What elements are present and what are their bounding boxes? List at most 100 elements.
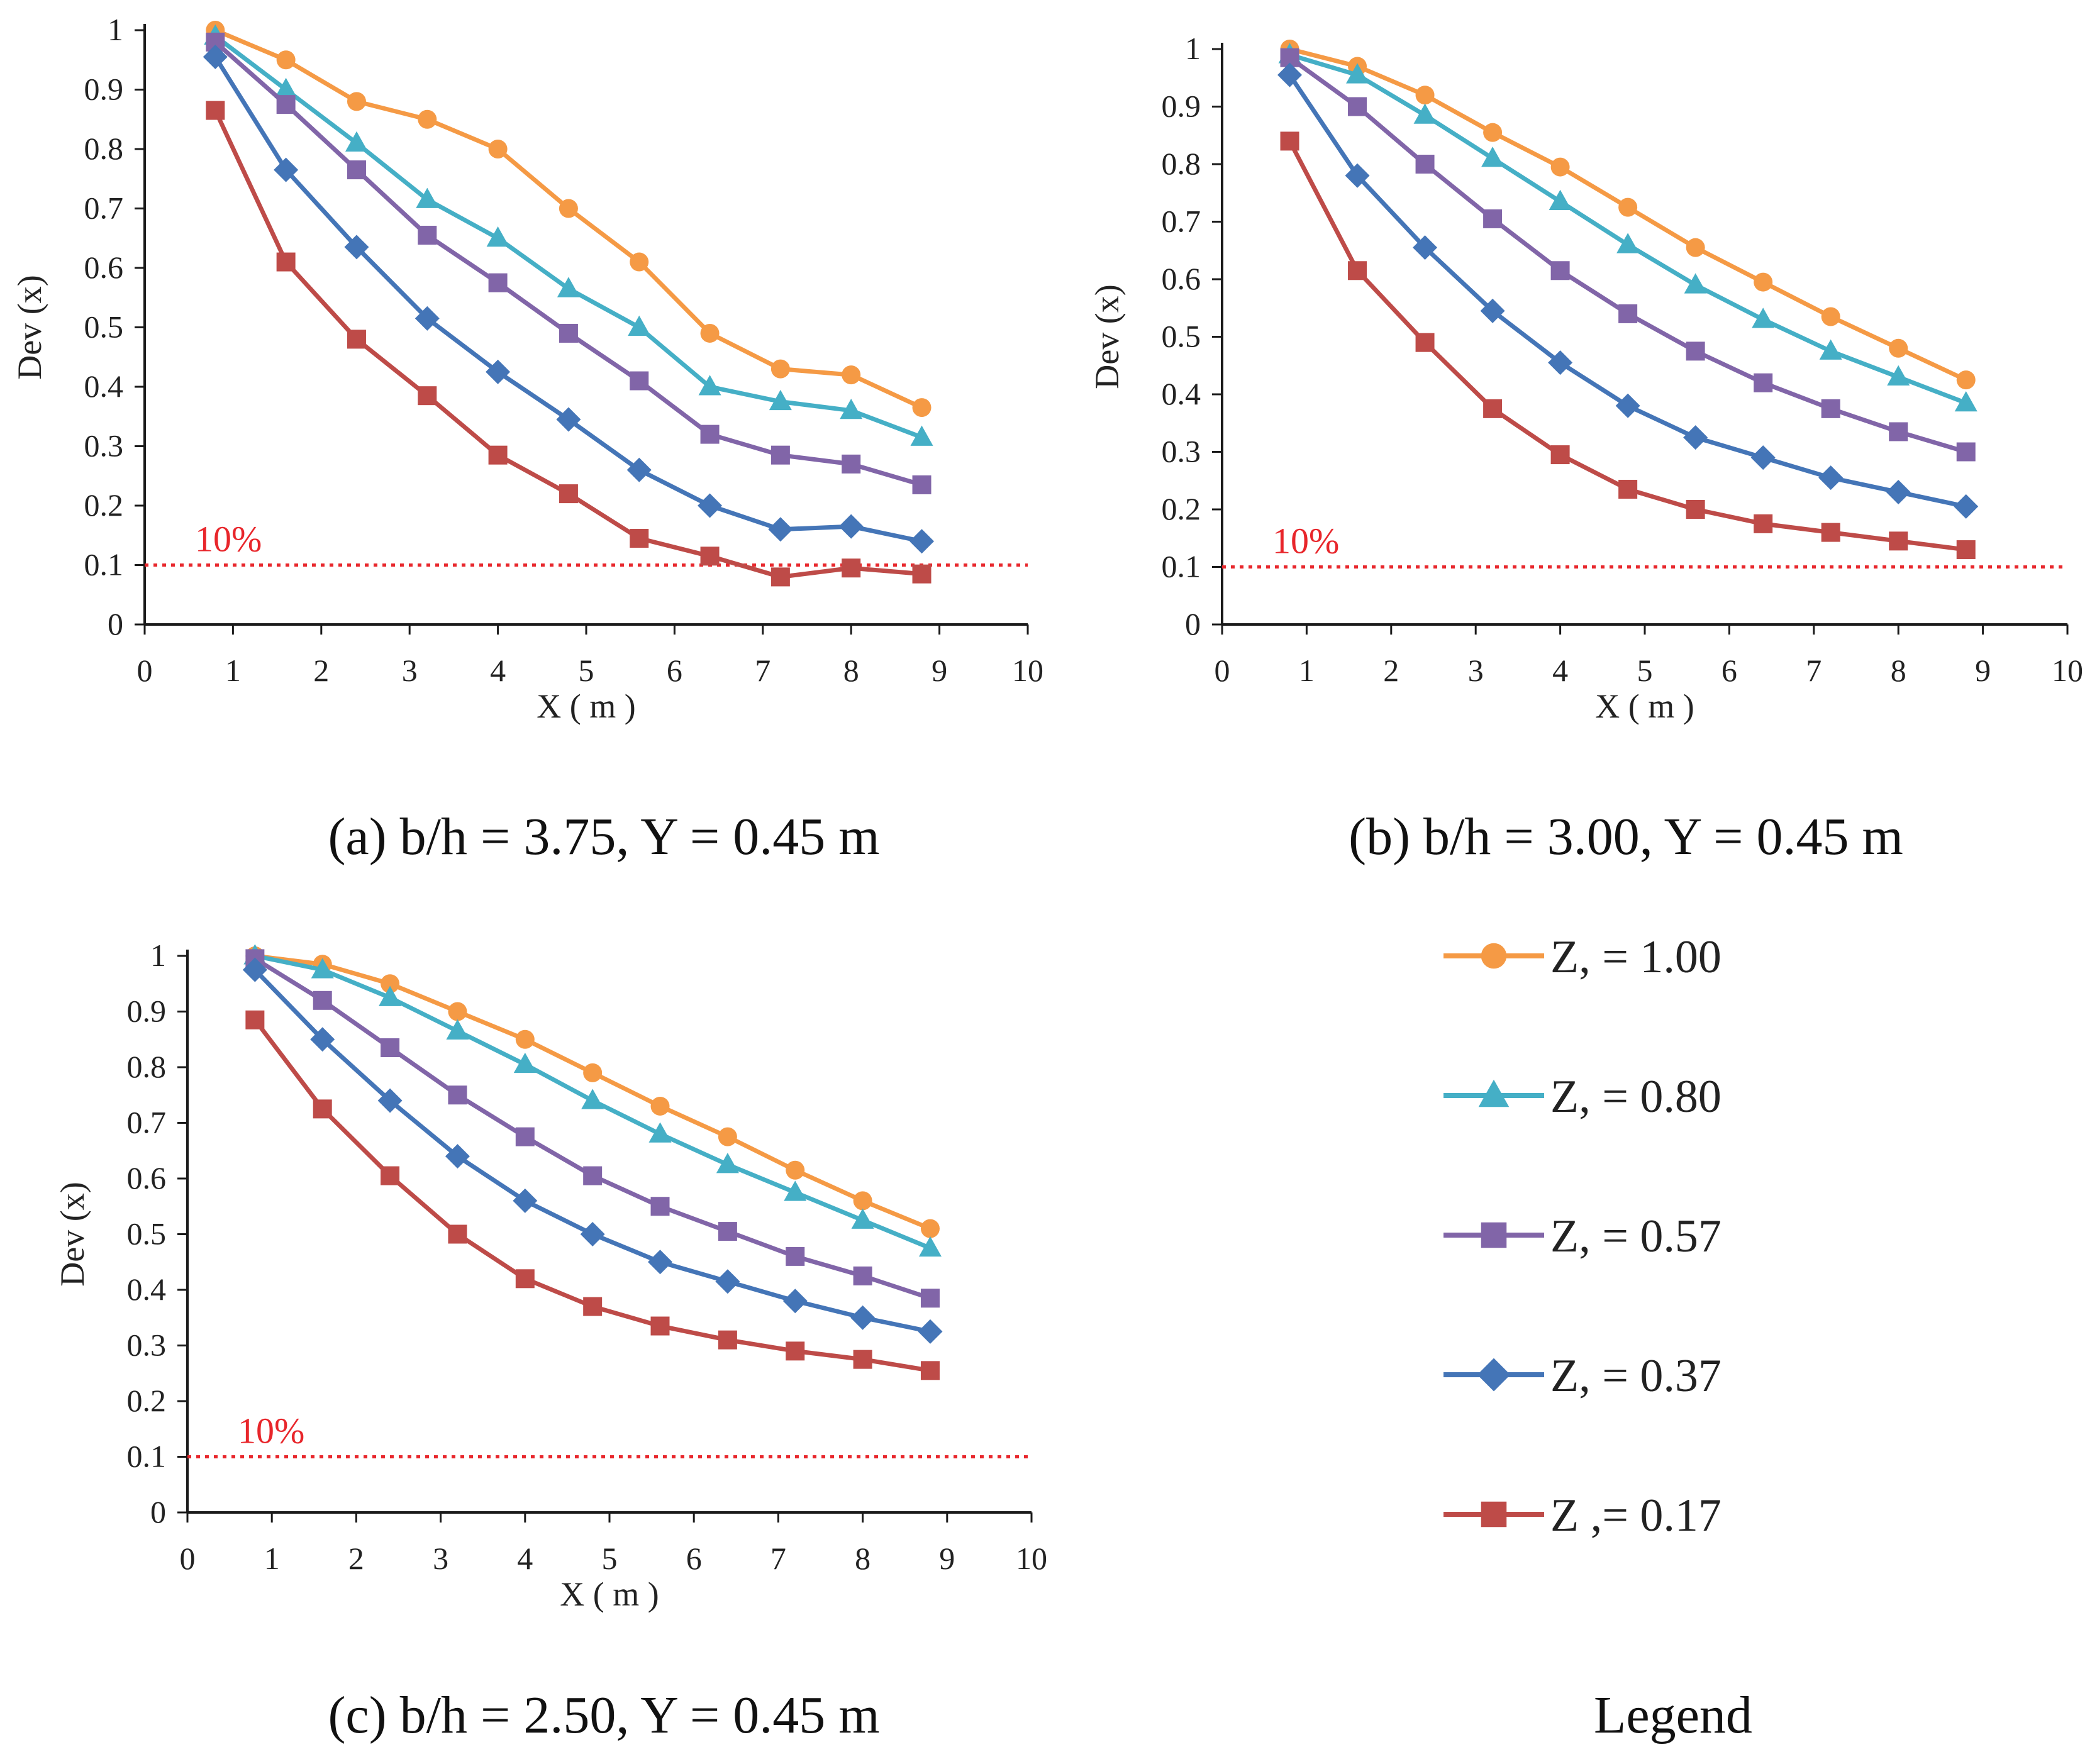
data-point [715, 1269, 740, 1294]
y-axis-title: Dev (x) [53, 1182, 91, 1286]
series-4 [242, 957, 943, 1344]
data-point [1956, 442, 1976, 462]
data-point [1550, 261, 1570, 280]
legend-swatch-marker-group [1478, 1079, 1510, 1107]
series-5 [1280, 131, 1976, 560]
data-point [1954, 391, 1977, 412]
data-point [1415, 155, 1435, 174]
data-point [1686, 341, 1705, 361]
data-point [1415, 333, 1435, 352]
data-point [416, 187, 439, 208]
x-tick-label: 10 [1012, 653, 1043, 688]
data-point [344, 235, 369, 260]
data-point [1483, 399, 1503, 418]
data-point [912, 475, 932, 494]
x-tick-label: 7 [1806, 653, 1822, 688]
y-tick-label: 0.8 [84, 131, 124, 166]
data-point [630, 371, 649, 391]
data-point [310, 1027, 335, 1052]
data-point [1889, 531, 1908, 551]
data-point [448, 1002, 467, 1021]
threshold-label: 10% [195, 519, 262, 560]
data-point [1548, 350, 1573, 375]
data-point [311, 958, 334, 979]
x-tick-label: 7 [770, 1541, 786, 1576]
data-point [842, 365, 861, 385]
y-tick-label: 0.7 [127, 1105, 167, 1140]
y-tick-label: 0.4 [1162, 376, 1201, 411]
data-point [559, 199, 578, 218]
x-tick-label: 5 [1637, 653, 1653, 688]
data-point [853, 1350, 872, 1369]
legend-swatch-marker [1481, 943, 1507, 969]
data-point [628, 315, 651, 336]
data-point [418, 386, 437, 406]
legend: Z, = 1.00 Z, = 0.80 Z, = 0.57 Z, = 0.37 Z ,=… [1443, 931, 1752, 1745]
y-tick-label: 0.4 [127, 1272, 167, 1307]
series-3 [1280, 48, 1976, 462]
data-point [313, 1099, 332, 1119]
data-point [488, 273, 508, 292]
data-point [1818, 465, 1844, 491]
data-point [556, 407, 581, 432]
data-point [1956, 370, 1976, 390]
data-point [626, 457, 652, 482]
data-point [347, 160, 366, 180]
y-tick-label: 0.7 [1162, 204, 1201, 239]
data-point [1280, 131, 1299, 151]
x-tick-label: 8 [1891, 653, 1906, 688]
data-point [698, 375, 721, 396]
legend-swatch-marker-group [1481, 943, 1507, 969]
data-point [446, 1019, 469, 1040]
data-point [1954, 494, 1979, 519]
x-tick-label: 4 [1552, 653, 1568, 688]
x-tick-label: 5 [579, 653, 594, 688]
y-tick-label: 0 [150, 1494, 166, 1529]
data-point [1956, 540, 1976, 560]
x-tick-label: 8 [855, 1541, 871, 1576]
data-point [486, 359, 511, 384]
x-tick-label: 9 [932, 653, 947, 688]
data-point [559, 484, 578, 504]
series-2 [243, 944, 942, 1257]
legend-entry-2: Z, = 0.80 [1443, 1071, 1722, 1123]
chart-b: 00.10.20.30.40.50.60.70.80.910 1 2 3 4 5 6 7 8 9 1… [1088, 31, 2083, 866]
data-point [1415, 86, 1435, 105]
data-point [840, 399, 863, 419]
data-point [583, 1166, 603, 1185]
y-tick-label: 0 [108, 606, 123, 641]
data-point [912, 564, 932, 584]
legend-label: Z, = 1.00 [1550, 931, 1722, 983]
legend-swatch-marker [1481, 1222, 1507, 1248]
data-point [345, 131, 368, 152]
threshold-label: 10% [1272, 521, 1339, 562]
data-point [347, 92, 366, 111]
data-point [379, 985, 402, 1006]
data-point [1615, 393, 1640, 418]
legend-label: Z ,= 0.17 [1550, 1490, 1722, 1541]
y-tick-label: 0 [1185, 606, 1201, 641]
data-point [1549, 189, 1572, 210]
legend-label: Z, = 0.80 [1550, 1071, 1722, 1123]
x-tick-label: 0 [137, 653, 153, 688]
data-point [648, 1250, 673, 1275]
data-point [842, 558, 861, 578]
data-point [1348, 97, 1367, 116]
data-point [918, 1236, 942, 1257]
data-point [853, 1191, 872, 1211]
y-tick-label: 0.8 [1162, 146, 1201, 181]
data-point [1481, 147, 1505, 167]
data-point [448, 1085, 467, 1105]
data-point [347, 330, 366, 349]
series-5 [245, 1010, 940, 1380]
data-point [850, 1305, 876, 1330]
legend-swatch-marker [1477, 1358, 1511, 1392]
data-point [920, 1361, 940, 1380]
data-point [1480, 298, 1505, 323]
data-point [630, 252, 649, 272]
data-point [313, 990, 332, 1010]
data-point [768, 517, 793, 542]
data-point [1886, 480, 1911, 505]
x-tick-label: 0 [1215, 653, 1230, 688]
x-tick-label: 2 [1383, 653, 1399, 688]
